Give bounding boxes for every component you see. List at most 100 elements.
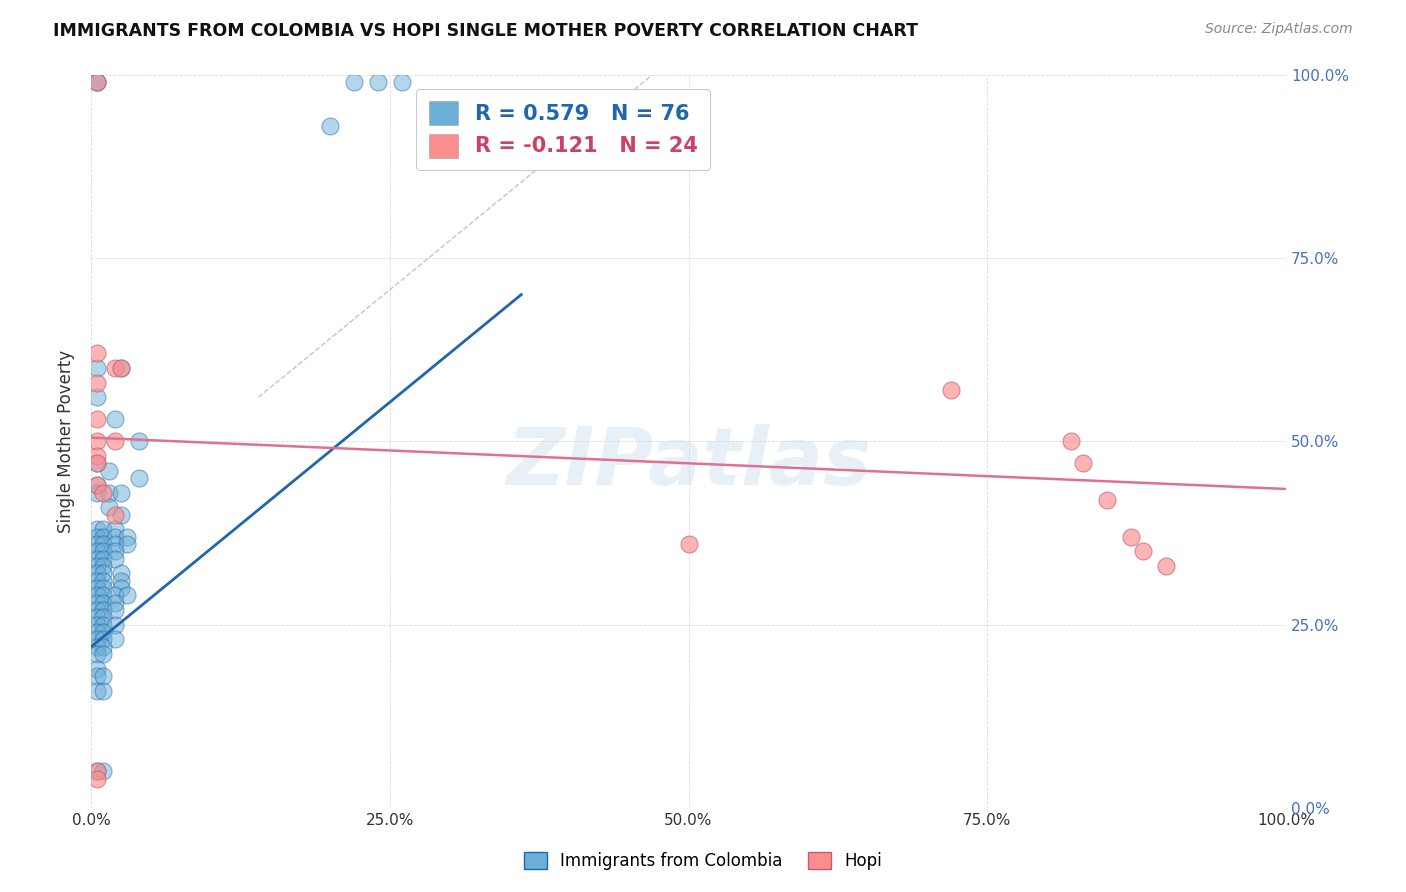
Point xyxy=(1156,559,1178,574)
Point xyxy=(104,617,127,632)
Point xyxy=(91,610,114,624)
Text: Source: ZipAtlas.com: Source: ZipAtlas.com xyxy=(1205,22,1353,37)
Point xyxy=(86,478,108,492)
Point xyxy=(86,647,108,661)
Point xyxy=(86,530,108,544)
Point xyxy=(104,522,127,536)
Point xyxy=(941,383,963,397)
Point xyxy=(91,530,114,544)
Point xyxy=(91,625,114,640)
Point xyxy=(110,581,132,595)
Point xyxy=(86,640,108,654)
Point xyxy=(110,485,132,500)
Point xyxy=(104,537,127,551)
Point xyxy=(1132,544,1154,558)
Point xyxy=(86,625,108,640)
Point xyxy=(86,574,108,588)
Point xyxy=(86,390,108,404)
Point xyxy=(91,485,114,500)
Point xyxy=(367,75,389,89)
Point xyxy=(98,464,121,478)
Point xyxy=(678,537,700,551)
Point xyxy=(343,75,366,89)
Point xyxy=(86,596,108,610)
Point xyxy=(110,360,132,375)
Point xyxy=(91,596,114,610)
Point xyxy=(86,478,108,492)
Point xyxy=(91,566,114,581)
Point xyxy=(104,530,127,544)
Point xyxy=(115,530,138,544)
Point xyxy=(91,764,114,779)
Point xyxy=(86,449,108,463)
Point xyxy=(104,596,127,610)
Point xyxy=(1071,456,1094,470)
Point xyxy=(104,360,127,375)
Point xyxy=(91,522,114,536)
Text: ZIPatlas: ZIPatlas xyxy=(506,425,872,502)
Point xyxy=(86,456,108,470)
Point xyxy=(115,588,138,602)
Point xyxy=(91,537,114,551)
Point xyxy=(91,574,114,588)
Point xyxy=(104,632,127,647)
Point xyxy=(115,537,138,551)
Point xyxy=(86,75,108,89)
Point xyxy=(91,559,114,574)
Point xyxy=(110,566,132,581)
Legend: Immigrants from Colombia, Hopi: Immigrants from Colombia, Hopi xyxy=(517,845,889,877)
Point xyxy=(86,669,108,683)
Point xyxy=(319,119,342,133)
Point xyxy=(86,617,108,632)
Point xyxy=(86,485,108,500)
Point xyxy=(104,412,127,426)
Point xyxy=(110,508,132,522)
Point xyxy=(86,551,108,566)
Point xyxy=(86,412,108,426)
Point xyxy=(110,360,132,375)
Point xyxy=(91,640,114,654)
Point xyxy=(86,456,108,470)
Point xyxy=(104,551,127,566)
Point xyxy=(86,610,108,624)
Y-axis label: Single Mother Poverty: Single Mother Poverty xyxy=(58,350,75,533)
Point xyxy=(91,617,114,632)
Point xyxy=(91,632,114,647)
Point xyxy=(91,588,114,602)
Legend: R = 0.579   N = 76, R = -0.121   N = 24: R = 0.579 N = 76, R = -0.121 N = 24 xyxy=(416,88,710,170)
Point xyxy=(1060,434,1083,449)
Point xyxy=(1119,530,1142,544)
Point xyxy=(98,485,121,500)
Point xyxy=(86,764,108,779)
Point xyxy=(104,544,127,558)
Point xyxy=(91,683,114,698)
Point xyxy=(91,581,114,595)
Point xyxy=(98,500,121,515)
Point xyxy=(86,603,108,617)
Point xyxy=(91,544,114,558)
Point xyxy=(86,434,108,449)
Point xyxy=(104,508,127,522)
Point xyxy=(86,662,108,676)
Point xyxy=(86,772,108,786)
Point xyxy=(86,537,108,551)
Point xyxy=(86,559,108,574)
Point xyxy=(86,376,108,390)
Point xyxy=(104,434,127,449)
Point xyxy=(104,603,127,617)
Point xyxy=(86,632,108,647)
Point xyxy=(110,574,132,588)
Point xyxy=(91,551,114,566)
Point xyxy=(91,647,114,661)
Point xyxy=(86,764,108,779)
Text: IMMIGRANTS FROM COLOMBIA VS HOPI SINGLE MOTHER POVERTY CORRELATION CHART: IMMIGRANTS FROM COLOMBIA VS HOPI SINGLE … xyxy=(53,22,918,40)
Point xyxy=(1095,493,1118,508)
Point xyxy=(86,683,108,698)
Point xyxy=(86,75,108,89)
Point xyxy=(86,360,108,375)
Point xyxy=(91,669,114,683)
Point xyxy=(86,75,108,89)
Point xyxy=(86,588,108,602)
Point xyxy=(86,566,108,581)
Point xyxy=(86,544,108,558)
